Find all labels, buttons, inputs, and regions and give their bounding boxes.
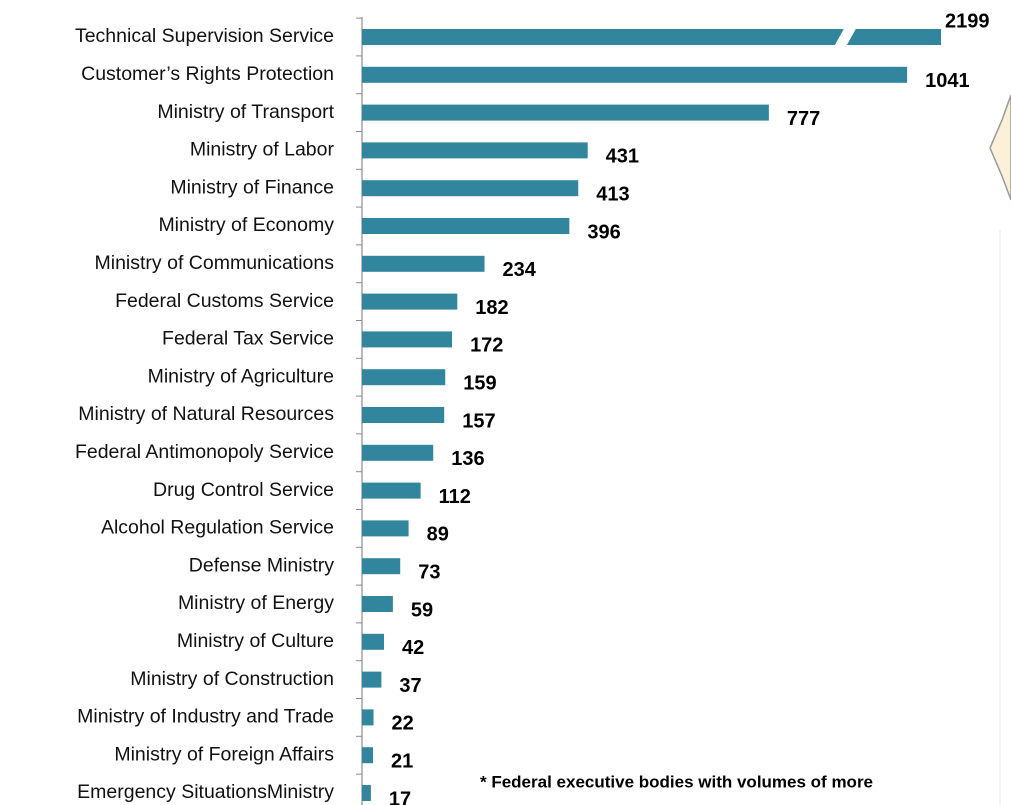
value-label: 157 [462,410,495,432]
value-label: 89 [427,524,449,546]
bar [362,407,445,423]
bar [362,596,393,612]
category-label: Federal Customs Service [115,290,334,312]
value-label: 413 [596,183,629,205]
category-label: Ministry of Finance [170,176,334,198]
value-label: 396 [587,221,620,243]
value-label: 42 [402,637,424,659]
value-label: 159 [463,372,496,394]
value-label: 37 [399,675,421,697]
value-label: 2199 [945,10,990,32]
bar [362,331,453,348]
value-label: 112 [439,486,471,508]
value-label: 59 [411,599,433,621]
bar [362,671,382,688]
axis-break [834,28,857,46]
bar [362,520,409,537]
value-label: 1041 [925,70,970,92]
bar [362,482,421,499]
category-label: Ministry of Energy [178,592,334,614]
bar [362,255,485,272]
value-label: 431 [606,146,639,168]
value-label: 172 [470,335,503,357]
category-label: Ministry of Transport [157,101,334,123]
category-label: Federal Tax Service [162,328,334,350]
category-label: Ministry of Communications [95,252,335,274]
bar [362,104,769,121]
category-label: Ministry of Construction [130,668,334,690]
category-label: Federal Antimonopoly Service [75,441,334,463]
category-label: Ministry of Agriculture [148,365,334,387]
category-label: Ministry of Industry and Trade [77,706,334,728]
category-label: Ministry of Labor [190,139,335,161]
footnote: * Federal executive bodies with volumes … [480,772,873,791]
category-label: Alcohol Regulation Service [101,517,334,539]
bar [362,369,446,386]
value-label: 777 [787,108,820,130]
category-label: Ministry of Foreign Affairs [114,743,334,765]
category-label: Ministry of Culture [177,630,334,652]
callout-shape [989,94,1011,201]
bar [362,29,941,45]
bar [362,444,434,461]
bar [362,180,579,197]
bar [362,633,384,650]
category-label: Defense Ministry [189,554,334,576]
category-label: Drug Control Service [153,479,334,501]
bar [362,66,908,83]
category-label: Ministry of Natural Resources [78,403,334,425]
bar [362,293,458,310]
bar [362,785,371,801]
category-label: Emergency SituationsMinistry [77,781,334,803]
value-label: 136 [451,448,484,470]
category-label: Ministry of Economy [158,214,334,236]
bar [362,747,373,764]
value-label: 234 [503,259,537,281]
category-label: Customer’s Rights Protection [81,63,334,85]
value-label: 182 [475,297,508,319]
value-label: 17 [389,788,411,805]
bar [362,142,588,159]
bar [362,558,401,575]
category-label: Technical Supervision Service [75,25,334,47]
value-label: 21 [391,750,413,772]
value-label: 22 [392,713,414,735]
bar [362,218,570,234]
bar [362,709,374,726]
value-label: 73 [418,561,440,583]
